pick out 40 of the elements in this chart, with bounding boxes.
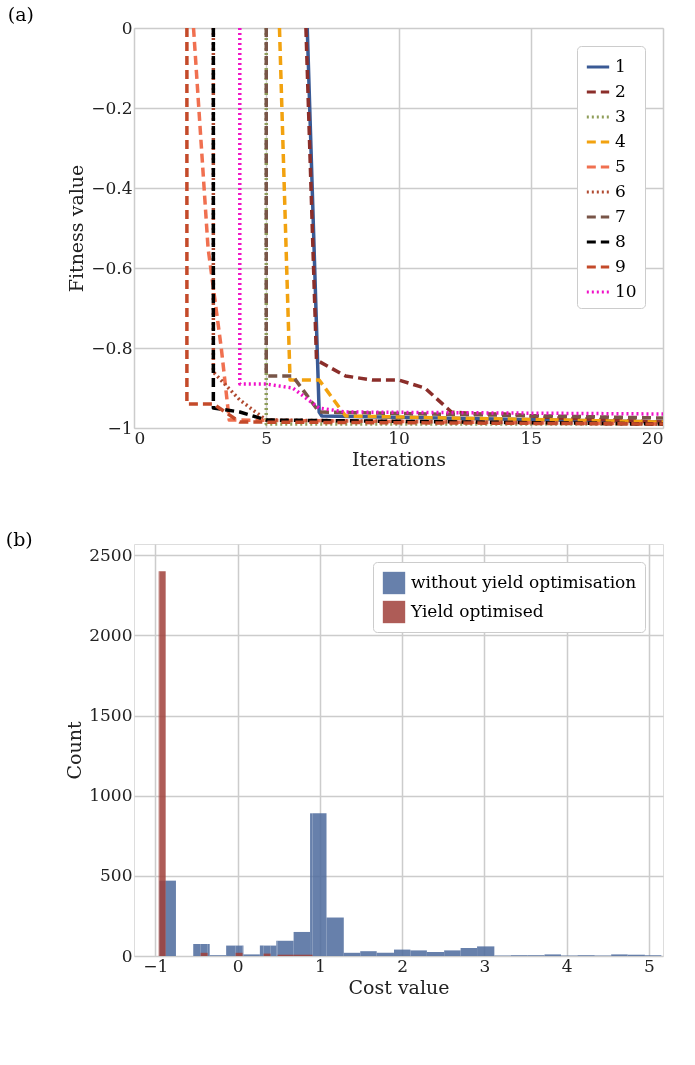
legend-label: without yield optimisation: [411, 572, 637, 592]
x-tick-label: 0: [232, 955, 244, 976]
legend-label: 3: [615, 106, 626, 126]
x-axis-title: Iterations: [352, 447, 446, 470]
x-tick-label: 15: [520, 427, 543, 448]
x-tick-label: 5: [261, 427, 273, 448]
y-tick-label: 2500: [89, 544, 133, 565]
legend-label: Yield optimised: [410, 601, 544, 621]
x-tick-label: 3: [479, 955, 491, 976]
x-axis-title: Cost value: [348, 975, 450, 998]
x-tick-label: 0: [134, 427, 146, 448]
legend-label: 1: [615, 56, 626, 76]
legend-label: 9: [615, 256, 626, 276]
y-tick-label: 2000: [89, 624, 133, 645]
chart-title: (a): [7, 3, 34, 25]
chart-title: (b): [5, 528, 33, 550]
x-tick-label: 2: [397, 955, 409, 976]
legend-label: 6: [615, 181, 626, 201]
x-tick-label: −1: [143, 955, 169, 976]
x-tick-label: 20: [641, 427, 664, 448]
legend-label: 7: [615, 206, 626, 226]
x-tick-label: 5: [644, 955, 655, 976]
y-tick-label: 0: [121, 17, 133, 38]
y-tick-label: 1000: [89, 785, 133, 806]
y-tick-label: 1500: [89, 705, 133, 726]
x-tick-label: 10: [388, 427, 410, 448]
y-axis-title: Count: [63, 721, 86, 780]
x-tick-label: 1: [315, 955, 326, 976]
legend-label: 4: [615, 131, 626, 151]
y-tick-label: 500: [100, 865, 133, 886]
y-tick-label: −0.2: [91, 97, 133, 118]
y-tick-label: −0.6: [91, 257, 133, 278]
y-axis-title: Fitness value: [65, 164, 88, 293]
legend-label: 5: [615, 156, 626, 176]
legend-label: 10: [615, 281, 637, 301]
y-tick-label: −0.8: [91, 337, 133, 358]
legend-label: 8: [615, 231, 626, 251]
legend-label: 2: [615, 81, 626, 101]
y-tick-label: −0.4: [91, 177, 133, 198]
x-tick-label: 4: [561, 955, 573, 976]
